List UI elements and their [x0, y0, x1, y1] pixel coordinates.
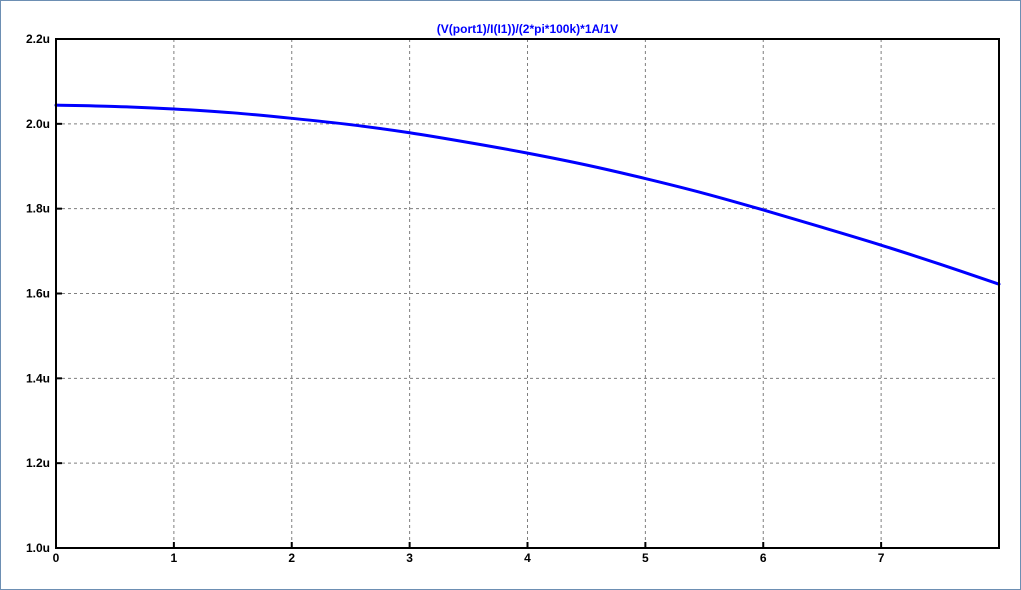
y-tick-label: 1.8u: [26, 202, 50, 216]
x-tick-label: 0: [53, 551, 60, 565]
axis-ticks: [55, 38, 883, 549]
y-tick-label: 1.4u: [26, 371, 50, 385]
y-tick-label: 2.2u: [26, 32, 50, 46]
y-tick-label: 1.6u: [26, 287, 50, 301]
x-tick-label: 1: [171, 551, 178, 565]
x-tick-label: 6: [760, 551, 767, 565]
tick-labels: 0 1 2 3 4 5 6 7 1.0u 1.2u 1.4u 1.6u 1.8u 2.0u 2.2u: [26, 32, 885, 565]
grid-lines: [56, 39, 999, 548]
y-tick-label: 1.2u: [26, 456, 50, 470]
x-tick-label: 2: [288, 551, 295, 565]
y-tick-label: 1.0u: [26, 541, 50, 555]
x-tick-label: 7: [878, 551, 885, 565]
trace-layer: [54, 103, 1001, 286]
x-tick-label: 3: [406, 551, 413, 565]
x-tick-label: 4: [524, 551, 531, 565]
chart-title[interactable]: (V(port1)/I(I1))/(2*pi*100k)*1A/1V: [437, 22, 618, 36]
x-tick-label: 5: [642, 551, 649, 565]
trace-line[interactable]: [54, 103, 1001, 286]
y-tick-label: 2.0u: [26, 117, 50, 131]
